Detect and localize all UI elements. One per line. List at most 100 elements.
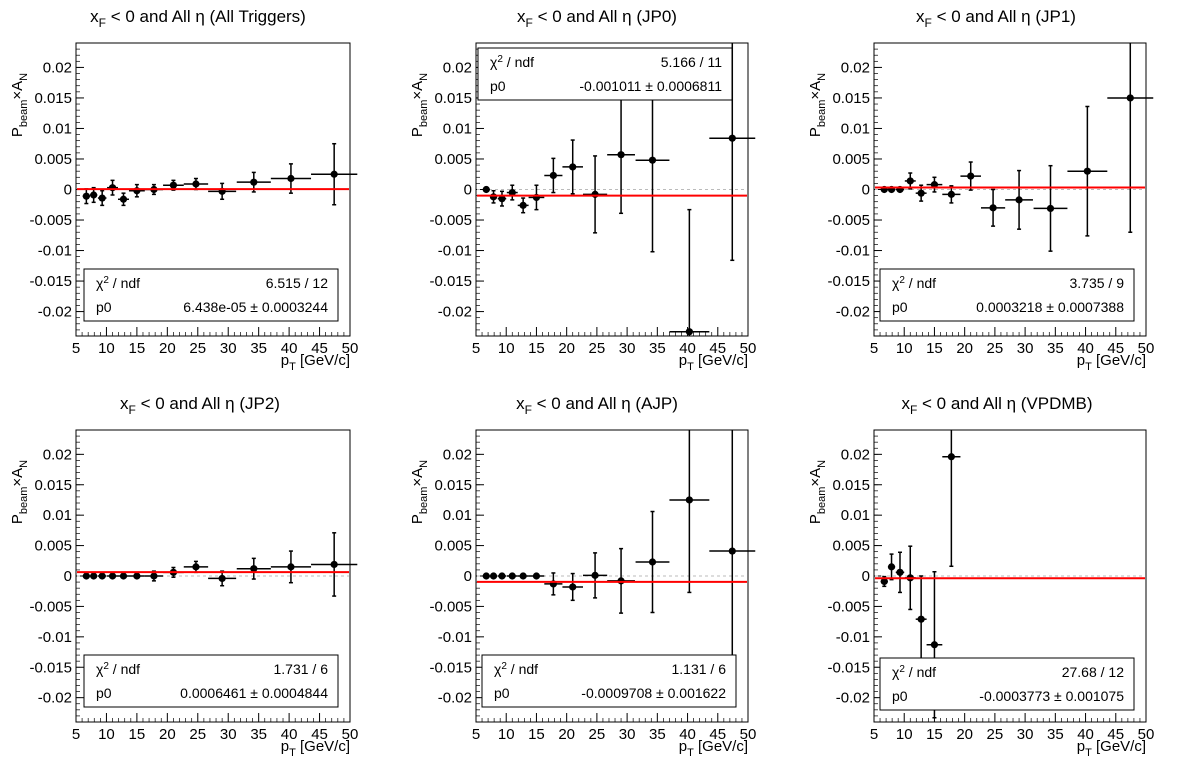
data-point xyxy=(562,139,583,195)
chi2-value: 1.731 / 6 xyxy=(274,661,329,677)
point-marker xyxy=(887,563,896,571)
point-marker xyxy=(917,615,925,623)
data-point xyxy=(926,176,943,193)
point-marker xyxy=(489,193,498,201)
y-tick-label: -0.005 xyxy=(29,212,72,229)
chi2-label: χ2 / ndf xyxy=(892,275,936,291)
point-marker xyxy=(648,156,657,164)
data-point xyxy=(607,547,635,614)
y-tick-label: 0.015 xyxy=(434,477,472,494)
x-tick-label: 50 xyxy=(1138,726,1155,743)
point-marker xyxy=(1015,196,1023,204)
x-tick-label: 30 xyxy=(619,726,636,743)
point-marker xyxy=(192,180,200,188)
chi2-label: χ2 / ndf xyxy=(892,664,936,680)
y-tick-label: 0 xyxy=(862,568,870,585)
point-marker xyxy=(250,178,258,186)
p0-label: p0 xyxy=(96,299,112,315)
x-tick-label: 25 xyxy=(189,726,206,743)
point-marker xyxy=(569,163,577,171)
data-point xyxy=(489,572,498,580)
x-tick-label: 50 xyxy=(342,340,359,357)
data-point xyxy=(544,157,563,194)
fit-stats-box: χ2 / ndf 3.735 / 9 p0 0.0003218 ± 0.0007388 xyxy=(879,268,1135,322)
point-marker xyxy=(108,184,117,192)
point-marker xyxy=(947,190,955,198)
point-marker xyxy=(98,194,106,202)
y-tick-label: 0.005 xyxy=(832,538,870,555)
x-axis-label: pT [GeV/c] xyxy=(1077,352,1146,373)
point-marker xyxy=(947,453,955,461)
x-tick-label: 35 xyxy=(649,340,666,357)
x-axis-label: pT [GeV/c] xyxy=(1077,738,1146,759)
chart-panel: xF < 0 and All η (JP1) -0.02 -0.015 -0.01 -0… xyxy=(807,7,1154,373)
y-tick-label: 0 xyxy=(64,182,72,199)
p0-label: p0 xyxy=(96,685,112,701)
point-marker xyxy=(519,201,527,209)
x-tick-label: 40 xyxy=(679,340,696,357)
data-point xyxy=(1033,164,1068,252)
y-tick-label: 0.015 xyxy=(34,90,72,107)
data-point xyxy=(887,553,896,581)
y-tick-label: -0.005 xyxy=(827,598,870,615)
chart-title: xF < 0 and All η (VPDMB) xyxy=(901,394,1092,417)
point-marker xyxy=(930,181,939,189)
point-marker xyxy=(482,572,490,580)
y-tick-label: 0.015 xyxy=(832,90,870,107)
point-marker xyxy=(906,177,914,185)
y-tick-label: 0.015 xyxy=(832,477,870,494)
point-marker xyxy=(591,571,599,579)
data-point xyxy=(118,572,129,580)
data-point xyxy=(942,185,961,204)
point-marker xyxy=(192,563,200,571)
y-tick-label: 0.005 xyxy=(34,151,72,168)
p0-value: 0.0006461 ± 0.0004844 xyxy=(180,685,328,701)
x-tick-label: 50 xyxy=(342,726,359,743)
point-marker xyxy=(287,563,295,571)
x-tick-label: 5 xyxy=(72,340,80,357)
point-marker xyxy=(150,572,158,580)
y-tick-label: -0.015 xyxy=(29,273,72,290)
y-tick-label: -0.005 xyxy=(827,212,870,229)
x-tick-label: 40 xyxy=(281,340,298,357)
x-tick-label: 10 xyxy=(896,726,913,743)
x-tick-label: 45 xyxy=(311,340,328,357)
chart-panel: xF < 0 and All η (JP0) -0.02 -0.015 -0.01 -0… xyxy=(409,7,756,373)
chi2-label: χ2 / ndf xyxy=(96,275,140,291)
x-tick-label: 10 xyxy=(98,340,115,357)
point-marker xyxy=(1083,167,1091,175)
data-point xyxy=(482,572,490,580)
chart-title: xF < 0 and All η (JP0) xyxy=(517,7,677,30)
data-point xyxy=(311,532,358,597)
x-tick-label: 30 xyxy=(220,340,237,357)
y-tick-label: -0.01 xyxy=(38,629,72,646)
point-marker xyxy=(967,172,975,180)
chart-title: xF < 0 and All η (JP2) xyxy=(120,394,280,417)
p0-value: -0.0009708 ± 0.001622 xyxy=(581,685,726,701)
x-tick-label: 30 xyxy=(619,340,636,357)
data-point xyxy=(183,177,209,191)
x-tick-label: 35 xyxy=(649,726,666,743)
data-point xyxy=(635,510,670,614)
x-tick-label: 15 xyxy=(129,340,146,357)
data-point xyxy=(183,560,209,574)
x-tick-label: 20 xyxy=(558,726,575,743)
chart-title: xF < 0 and All η (JP1) xyxy=(916,7,1076,30)
y-axis-label: Pbeam×AN xyxy=(807,460,828,524)
y-tick-label: -0.015 xyxy=(429,273,472,290)
x-tick-label: 40 xyxy=(679,726,696,743)
data-point xyxy=(544,572,563,596)
point-marker xyxy=(108,572,117,580)
stats-box-frame xyxy=(879,268,1135,322)
stats-box-frame xyxy=(83,654,339,708)
chart-panel: xF < 0 and All η (JP2) -0.02 -0.015 -0.01 -0… xyxy=(9,394,358,759)
point-marker xyxy=(549,171,557,180)
point-marker xyxy=(617,151,625,159)
data-point xyxy=(82,572,91,580)
y-tick-label: 0.01 xyxy=(841,120,870,137)
fit-stats-box: χ2 / ndf 1.731 / 6 p0 0.0006461 ± 0.0004844 xyxy=(83,654,339,708)
point-marker xyxy=(617,577,625,585)
y-tick-label: -0.01 xyxy=(836,629,870,646)
x-tick-label: 25 xyxy=(189,340,206,357)
x-tick-label: 20 xyxy=(159,726,176,743)
